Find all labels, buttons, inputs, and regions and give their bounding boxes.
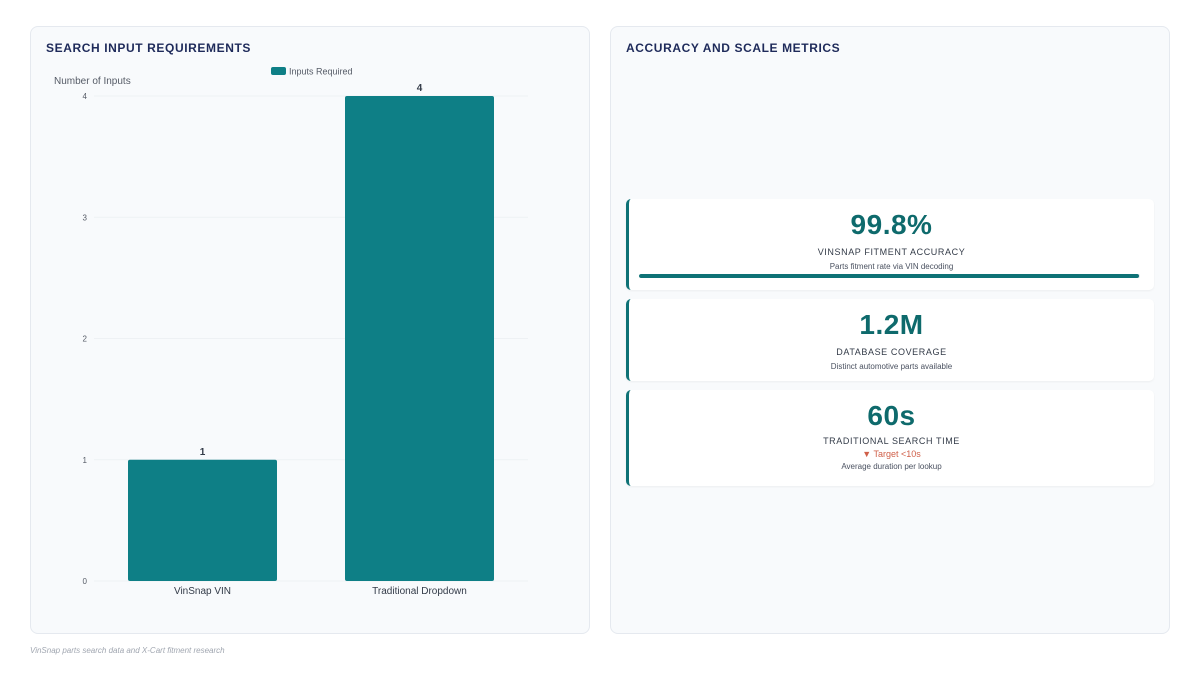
- metric-label: DATABASE COVERAGE: [836, 347, 947, 357]
- y-tick-label: 4: [83, 92, 88, 101]
- metric-value: 60s: [867, 400, 916, 431]
- x-tick-label: VinSnap VIN: [174, 586, 231, 597]
- metric-description: Average duration per lookup: [841, 462, 942, 471]
- legend-label: Inputs Required: [289, 67, 353, 77]
- metrics-panel-title: ACCURACY AND SCALE METRICS: [626, 41, 841, 55]
- legend-swatch: [271, 67, 286, 75]
- accuracy-progress-bar: [639, 274, 1140, 278]
- metric-target: ▼ Target <10s: [862, 449, 921, 459]
- bar-chart: Number of Inputs Inputs Required 0 1 2 3 4 1 Vin…: [54, 67, 528, 597]
- data-label: 4: [417, 83, 423, 94]
- metrics-panel: ACCURACY AND SCALE METRICS 99.8% VINSNAP…: [610, 26, 1170, 634]
- chart-panel: SEARCH INPUT REQUIREMENTS Number of Inpu…: [30, 26, 590, 634]
- y-tick-label: 2: [83, 335, 88, 344]
- metric-label: VINSNAP FITMENT ACCURACY: [817, 247, 966, 257]
- metric-card-search-time: 60s TRADITIONAL SEARCH TIME ▼ Target <10…: [626, 390, 1154, 486]
- data-label: 1: [200, 447, 206, 458]
- accuracy-progress-fill: [639, 274, 1139, 278]
- source-footnote: VinSnap parts search data and X-Cart fit…: [30, 646, 225, 655]
- metric-value: 1.2M: [859, 309, 924, 340]
- y-tick-label: 3: [83, 213, 88, 222]
- chart-panel-title: SEARCH INPUT REQUIREMENTS: [46, 41, 252, 55]
- y-axis-title: Number of Inputs: [54, 76, 131, 87]
- metric-card-database: 1.2M DATABASE COVERAGE Distinct automoti…: [626, 299, 1154, 381]
- metric-description: Parts fitment rate via VIN decoding: [829, 262, 954, 271]
- y-tick-label: 0: [83, 577, 88, 586]
- metric-value: 99.8%: [850, 209, 933, 240]
- metric-description: Distinct automotive parts available: [830, 362, 953, 371]
- metric-label: TRADITIONAL SEARCH TIME: [823, 436, 960, 446]
- bar-vinsnap-vin: [128, 459, 277, 581]
- x-tick-label: Traditional Dropdown: [372, 586, 467, 597]
- bar-traditional-dropdown: [345, 96, 494, 581]
- metric-card-accuracy: 99.8% VINSNAP FITMENT ACCURACY Parts fit…: [626, 199, 1154, 290]
- y-tick-label: 1: [83, 456, 88, 465]
